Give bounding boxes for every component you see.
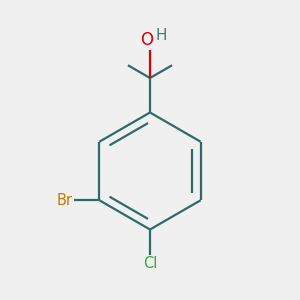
Text: H: H (156, 28, 167, 44)
Text: O: O (140, 31, 153, 49)
Text: Br: Br (56, 193, 72, 208)
Text: Cl: Cl (143, 256, 157, 272)
